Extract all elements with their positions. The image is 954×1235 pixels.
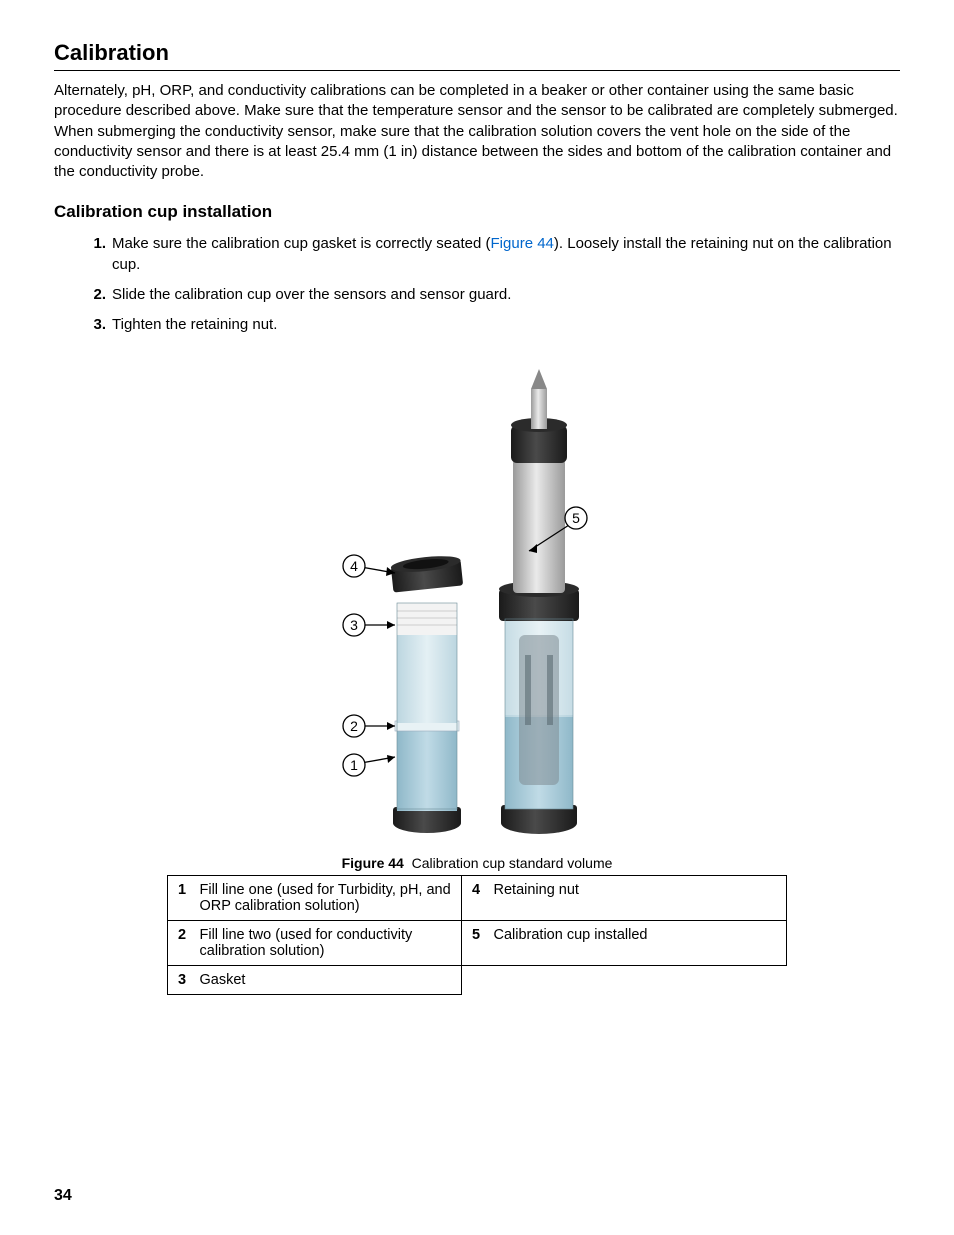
legend-empty bbox=[462, 966, 488, 995]
figure-caption-text: Calibration cup standard volume bbox=[412, 855, 613, 871]
legend-text: Retaining nut bbox=[488, 876, 787, 921]
legend-text: Fill line two (used for conductivity cal… bbox=[194, 921, 462, 966]
step-number: 2. bbox=[76, 285, 106, 305]
legend-num: 5 bbox=[462, 921, 488, 966]
legend-num: 2 bbox=[168, 921, 194, 966]
figure-caption: Figure 44 Calibration cup standard volum… bbox=[54, 855, 900, 871]
page-heading: Calibration bbox=[54, 40, 900, 71]
figure-link[interactable]: Figure 44 bbox=[491, 235, 554, 252]
svg-text:3: 3 bbox=[350, 617, 358, 633]
list-item: 1. Make sure the calibration cup gasket … bbox=[96, 234, 900, 275]
page-number: 34 bbox=[54, 1187, 72, 1205]
legend-num: 3 bbox=[168, 966, 194, 995]
legend-empty bbox=[488, 966, 787, 995]
step-list: 1. Make sure the calibration cup gasket … bbox=[54, 234, 900, 335]
svg-text:4: 4 bbox=[350, 558, 358, 574]
legend-num: 4 bbox=[462, 876, 488, 921]
list-item: 3. Tighten the retaining nut. bbox=[96, 315, 900, 335]
svg-text:1: 1 bbox=[350, 757, 358, 773]
table-row: 1 Fill line one (used for Turbidity, pH,… bbox=[168, 876, 787, 921]
legend-table: 1 Fill line one (used for Turbidity, pH,… bbox=[167, 875, 787, 995]
table-row: 3 Gasket bbox=[168, 966, 787, 995]
step-text: Tighten the retaining nut. bbox=[112, 316, 277, 333]
intro-paragraph: Alternately, pH, ORP, and conductivity c… bbox=[54, 81, 900, 182]
table-row: 2 Fill line two (used for conductivity c… bbox=[168, 921, 787, 966]
legend-text: Gasket bbox=[194, 966, 462, 995]
list-item: 2. Slide the calibration cup over the se… bbox=[96, 285, 900, 305]
svg-text:2: 2 bbox=[350, 718, 358, 734]
legend-text: Calibration cup installed bbox=[488, 921, 787, 966]
figure-container: 5 4 3 2 1 bbox=[54, 355, 900, 849]
calibration-cup-diagram: 5 4 3 2 1 bbox=[317, 355, 637, 845]
step-number: 3. bbox=[76, 315, 106, 335]
legend-num: 1 bbox=[168, 876, 194, 921]
step-text: Slide the calibration cup over the senso… bbox=[112, 286, 511, 303]
step-number: 1. bbox=[76, 234, 106, 254]
section-subheading: Calibration cup installation bbox=[54, 202, 900, 222]
figure-label: Figure 44 bbox=[342, 855, 404, 871]
step-text: Make sure the calibration cup gasket is … bbox=[112, 235, 491, 252]
svg-text:5: 5 bbox=[572, 510, 580, 526]
legend-text: Fill line one (used for Turbidity, pH, a… bbox=[194, 876, 462, 921]
